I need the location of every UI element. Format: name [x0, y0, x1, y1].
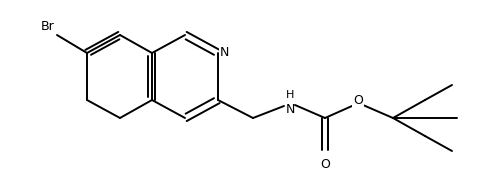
Text: Br: Br [41, 20, 55, 33]
Text: H: H [286, 90, 294, 100]
Text: O: O [353, 93, 363, 107]
Text: N: N [220, 47, 229, 59]
Text: O: O [320, 158, 330, 171]
Text: N: N [285, 103, 295, 116]
